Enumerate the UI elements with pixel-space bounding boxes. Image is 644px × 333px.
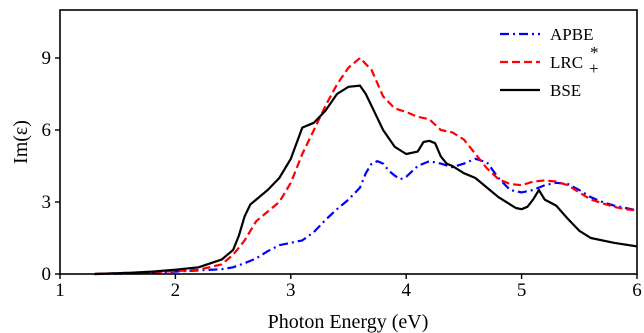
y-axis-title: Im(ε) [10,120,32,164]
series-line-apbe [94,157,638,276]
x-tick-label: 3 [286,280,296,301]
plot-frame [59,9,638,275]
y-tick-label: 6 [42,120,52,141]
x-tick-label: 1 [55,280,65,301]
plot-lines [94,56,638,276]
x-axis: 1 2 3 4 5 6 [55,274,642,301]
legend-label-apbe: APBE [550,25,593,44]
x-tick-label: 6 [632,280,642,301]
series-line-bse [94,84,638,276]
legend-label-lrc-sub: + [589,59,599,78]
x-tick-label: 5 [517,280,527,301]
legend-label-lrc-name: LRC [550,53,583,72]
y-tick-label: 3 [42,192,52,213]
x-tick-label: 2 [171,280,181,301]
x-axis-title: Photon Energy (eV) [268,311,429,333]
legend-label-lrc-super: * [590,43,599,62]
x-tick-label: 4 [401,280,411,301]
legend-label-bse: BSE [550,81,581,100]
y-tick-label: 9 [42,48,52,69]
series-line-lrc [94,56,638,276]
legend: APBE LRC * + BSE [500,25,599,100]
y-axis: 0 3 6 9 [42,48,60,285]
y-tick-label: 0 [42,264,52,285]
legend-label-lrc: LRC [550,53,583,72]
